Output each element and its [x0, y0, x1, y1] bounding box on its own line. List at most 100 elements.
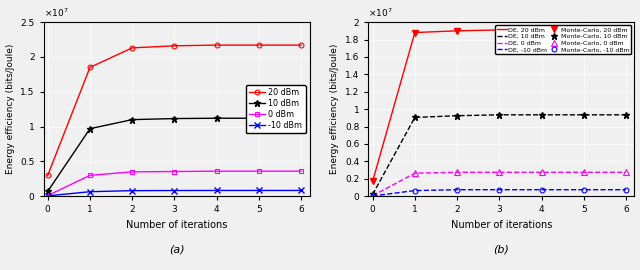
DE, 10 dBm	[538, 113, 545, 116]
DE, 20 dBm	[495, 28, 503, 32]
DE, 0 dBm	[411, 171, 419, 175]
DE, -10 dBm	[369, 194, 376, 198]
Text: $\times10^7$: $\times10^7$	[44, 6, 68, 19]
Text: $\times10^7$: $\times10^7$	[369, 6, 393, 19]
Monte-Carlo, 0 dBm	[622, 171, 630, 174]
10 dBm	[213, 117, 221, 120]
0 dBm	[171, 170, 179, 173]
DE, -10 dBm	[411, 189, 419, 192]
Line: -10 dBm: -10 dBm	[45, 188, 304, 199]
Monte-Carlo, -10 dBm	[622, 188, 630, 191]
10 dBm	[44, 190, 52, 193]
Monte-Carlo, 0 dBm	[453, 171, 461, 174]
Line: DE, -10 dBm: DE, -10 dBm	[372, 190, 626, 196]
Monte-Carlo, 20 dBm	[453, 29, 461, 32]
DE, 0 dBm	[453, 171, 461, 174]
DE, -10 dBm	[622, 188, 630, 191]
-10 dBm	[44, 194, 52, 197]
Monte-Carlo, 20 dBm	[580, 28, 588, 32]
20 dBm	[298, 43, 305, 47]
DE, -10 dBm	[538, 188, 545, 191]
Monte-Carlo, -10 dBm	[495, 188, 503, 191]
Monte-Carlo, 0 dBm	[369, 194, 376, 197]
Monte-Carlo, 20 dBm	[622, 28, 630, 32]
DE, 10 dBm	[622, 113, 630, 116]
Monte-Carlo, 10 dBm	[453, 114, 461, 117]
Monte-Carlo, 0 dBm	[580, 171, 588, 174]
20 dBm	[129, 46, 136, 49]
0 dBm	[86, 174, 94, 177]
DE, 20 dBm	[411, 31, 419, 34]
DE, 0 dBm	[495, 171, 503, 174]
Text: (a): (a)	[169, 245, 184, 255]
DE, 20 dBm	[538, 28, 545, 32]
DE, 0 dBm	[580, 171, 588, 174]
Monte-Carlo, -10 dBm	[369, 194, 376, 198]
Line: Monte-Carlo, 10 dBm: Monte-Carlo, 10 dBm	[369, 111, 630, 198]
10 dBm	[171, 117, 179, 120]
Line: Monte-Carlo, -10 dBm: Monte-Carlo, -10 dBm	[370, 187, 628, 198]
Text: (b): (b)	[493, 245, 509, 255]
Monte-Carlo, -10 dBm	[538, 188, 545, 191]
Monte-Carlo, -10 dBm	[453, 188, 461, 191]
DE, 0 dBm	[622, 171, 630, 174]
DE, 0 dBm	[538, 171, 545, 174]
Monte-Carlo, 0 dBm	[411, 171, 419, 175]
DE, 20 dBm	[622, 28, 630, 32]
Monte-Carlo, -10 dBm	[580, 188, 588, 191]
0 dBm	[213, 170, 221, 173]
Monte-Carlo, 20 dBm	[411, 31, 419, 34]
20 dBm	[44, 174, 52, 177]
DE, 0 dBm	[369, 194, 376, 197]
DE, 20 dBm	[369, 180, 376, 183]
Line: 20 dBm: 20 dBm	[45, 43, 303, 178]
DE, -10 dBm	[453, 188, 461, 191]
DE, 10 dBm	[411, 116, 419, 119]
Monte-Carlo, 10 dBm	[538, 113, 545, 116]
20 dBm	[171, 44, 179, 48]
DE, 20 dBm	[580, 28, 588, 32]
Legend: DE, 20 dBm, DE, 10 dBm, DE, 0 dBm, DE, -10 dBm, Monte-Carlo, 20 dBm, Monte-Carlo: DE, 20 dBm, DE, 10 dBm, DE, 0 dBm, DE, -…	[495, 25, 631, 54]
Monte-Carlo, 20 dBm	[538, 28, 545, 32]
Line: Monte-Carlo, 20 dBm: Monte-Carlo, 20 dBm	[369, 27, 629, 185]
Line: DE, 20 dBm: DE, 20 dBm	[372, 30, 626, 181]
10 dBm	[255, 117, 263, 120]
0 dBm	[255, 170, 263, 173]
-10 dBm	[86, 190, 94, 193]
20 dBm	[213, 43, 221, 47]
Monte-Carlo, 10 dBm	[369, 193, 376, 196]
DE, -10 dBm	[495, 188, 503, 191]
Line: Monte-Carlo, 0 dBm: Monte-Carlo, 0 dBm	[370, 170, 628, 198]
20 dBm	[86, 66, 94, 69]
10 dBm	[129, 118, 136, 121]
DE, 10 dBm	[369, 193, 376, 196]
Monte-Carlo, 0 dBm	[538, 171, 545, 174]
Line: 10 dBm: 10 dBm	[44, 115, 305, 195]
Y-axis label: Energy efficiency (bits/Joule): Energy efficiency (bits/Joule)	[330, 44, 339, 174]
DE, 10 dBm	[495, 113, 503, 116]
-10 dBm	[298, 189, 305, 192]
Monte-Carlo, 20 dBm	[369, 180, 376, 183]
Monte-Carlo, -10 dBm	[411, 189, 419, 192]
0 dBm	[44, 194, 52, 197]
Monte-Carlo, 0 dBm	[495, 171, 503, 174]
Line: DE, 10 dBm: DE, 10 dBm	[372, 115, 626, 194]
X-axis label: Number of iterations: Number of iterations	[126, 220, 227, 230]
-10 dBm	[171, 189, 179, 192]
Monte-Carlo, 10 dBm	[495, 113, 503, 116]
Line: 0 dBm: 0 dBm	[45, 169, 303, 198]
X-axis label: Number of iterations: Number of iterations	[451, 220, 552, 230]
10 dBm	[86, 127, 94, 130]
-10 dBm	[213, 189, 221, 192]
DE, 20 dBm	[453, 29, 461, 32]
DE, -10 dBm	[580, 188, 588, 191]
10 dBm	[298, 117, 305, 120]
DE, 10 dBm	[580, 113, 588, 116]
-10 dBm	[129, 189, 136, 192]
Monte-Carlo, 10 dBm	[622, 113, 630, 116]
Legend: 20 dBm, 10 dBm, 0 dBm, -10 dBm: 20 dBm, 10 dBm, 0 dBm, -10 dBm	[246, 85, 305, 133]
-10 dBm	[255, 189, 263, 192]
0 dBm	[298, 170, 305, 173]
0 dBm	[129, 170, 136, 174]
Y-axis label: Energy efficiency (bits/Joule): Energy efficiency (bits/Joule)	[6, 44, 15, 174]
